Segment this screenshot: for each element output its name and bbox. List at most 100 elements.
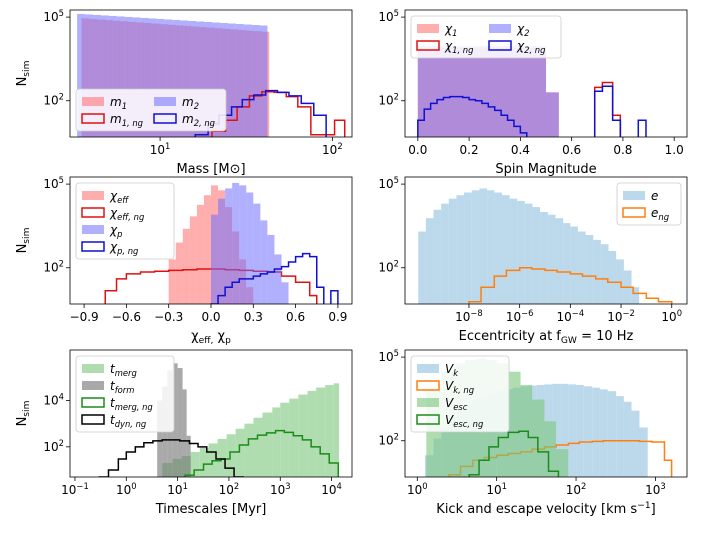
- x-tick-label: 101​: [150, 141, 171, 157]
- x-tick-label: 102​: [322, 141, 343, 157]
- bar: [280, 402, 290, 477]
- legend-label: Vesc​: [445, 396, 468, 412]
- bar: [251, 25, 260, 137]
- bar: [333, 383, 340, 477]
- bar: [157, 400, 163, 477]
- legend-entry-t-merg-ng: tmerg, ng​: [81, 396, 153, 412]
- panel-ecc: 10−8​ 10−6​ 10−4​ 10−2​ 100​ 102​ 105​ Eccentri…: [378, 175, 688, 346]
- legend: χ1​ χ2​ χ1, ng​ χ2, ng​: [410, 15, 562, 59]
- bar: [494, 192, 502, 304]
- y-tick-label: 102​: [43, 92, 64, 108]
- legend-label: χp, ng​: [109, 240, 138, 256]
- y-axis-label: Nsim​: [15, 60, 32, 86]
- x-tick-label: 10−1​: [61, 481, 89, 497]
- bar: [100, 15, 109, 137]
- y-tick-label: 102​: [43, 259, 64, 275]
- bar: [85, 14, 93, 137]
- legend-entry-t-merg: tmerg​: [82, 362, 137, 378]
- bar: [182, 228, 190, 304]
- bar: [547, 214, 556, 304]
- bar: [508, 371, 521, 477]
- series-t-dyn-ng: [98, 439, 244, 477]
- y-axis-label: Nsim​: [15, 227, 32, 253]
- bar: [608, 250, 617, 304]
- bar: [239, 185, 247, 304]
- legend-label: m1​: [110, 95, 127, 111]
- bar: [599, 389, 608, 477]
- legend-entry-m-2-ng: m2, ng​: [153, 112, 215, 128]
- bar: [524, 203, 533, 304]
- bar: [211, 214, 219, 304]
- legend-entry-t-form: tform​: [82, 379, 134, 395]
- x-tick-label: 102​: [566, 481, 587, 497]
- axes-frame: [404, 9, 688, 138]
- legend-label: χ1​: [444, 22, 457, 38]
- x-tick-label: 102​: [219, 481, 240, 497]
- legend-entry-chi-1: χ1​: [417, 22, 457, 38]
- x-tick-label: 0.6: [286, 310, 305, 324]
- bar: [281, 282, 289, 304]
- x-tick-label: 103​: [270, 481, 291, 497]
- x-tick-label: 103​: [645, 481, 666, 497]
- legend: e eng​: [616, 182, 682, 226]
- y-tick-label: 102​: [43, 438, 64, 454]
- x-tick-label: 10−6​: [506, 308, 534, 324]
- legend-label: eng​: [651, 206, 669, 222]
- legend-label: tform​: [110, 379, 134, 395]
- bar: [260, 220, 268, 304]
- y-tick-label: 102​: [378, 259, 399, 275]
- y-tick-label: 105​: [378, 8, 399, 24]
- bar: [262, 412, 273, 477]
- bar: [253, 417, 263, 477]
- legend-label: tmerg​: [110, 362, 137, 378]
- bar: [501, 195, 510, 304]
- series-e: [418, 188, 640, 304]
- x-axis-label: Timescales [Myr]: [155, 502, 267, 517]
- step-line: [210, 252, 339, 304]
- axes-frame: [404, 176, 688, 305]
- bar: [203, 195, 211, 304]
- step-line: [468, 266, 673, 304]
- legend: Vk​Vk, ng​Vesc​Vesc, ng​: [410, 355, 510, 433]
- bar: [552, 383, 561, 477]
- y-tick-label: 104​: [43, 391, 64, 407]
- legend-label: Vesc, ng​: [445, 413, 483, 429]
- legend-entry-chi-p-ng: χp, ng​: [81, 240, 138, 256]
- legend-label: χeff, ng​: [109, 206, 144, 222]
- x-axis-label: Spin Magnitude: [495, 162, 596, 177]
- bar: [259, 25, 268, 137]
- bar: [560, 383, 569, 477]
- bar: [182, 389, 187, 477]
- bar: [464, 192, 472, 304]
- legend-entry-m-2: m2​: [154, 95, 199, 111]
- bar: [425, 218, 434, 304]
- bar: [148, 18, 157, 137]
- bar: [568, 384, 577, 477]
- panel-kick: 100​ 101​ 102​ 103​ 102​ 105​ Kick and escape …: [378, 348, 688, 517]
- x-tick-label: 0.9: [328, 310, 347, 324]
- bar: [532, 207, 541, 304]
- x-tick-label: −0.9: [70, 310, 99, 324]
- legend-entry-m-1: m1​: [82, 95, 127, 111]
- legend-entry-chi-eff: χeff​: [82, 189, 129, 205]
- bar: [433, 209, 442, 304]
- bar: [225, 188, 233, 304]
- panel-spin: 0.0 0.2 0.4 0.6 0.8 1.0 102​ 105​ Spin Magnitude…: [378, 8, 688, 177]
- bar: [243, 24, 252, 137]
- legend-label: χ2, ng​: [516, 39, 545, 55]
- bar: [544, 421, 557, 477]
- legend-entry-v-k-ng: Vk, ng​: [416, 379, 474, 395]
- legend-entry-chi-eff-ng: χeff, ng​: [81, 206, 144, 222]
- bar: [540, 211, 548, 304]
- legend: m1​ m2​ m1, ng​ m2, ng​: [75, 88, 227, 132]
- step-line: [468, 430, 560, 477]
- legend-label: χeff​: [109, 189, 129, 205]
- legend-label: e: [651, 189, 658, 203]
- x-tick-label: 100​: [661, 308, 682, 324]
- x-tick-label: 0.0: [408, 143, 427, 157]
- bar: [583, 386, 593, 477]
- x-tick-label: −0.3: [154, 310, 183, 324]
- bar: [226, 434, 236, 477]
- bar: [92, 14, 101, 137]
- legend-entry-v-esc-ng: Vesc, ng​: [416, 413, 483, 429]
